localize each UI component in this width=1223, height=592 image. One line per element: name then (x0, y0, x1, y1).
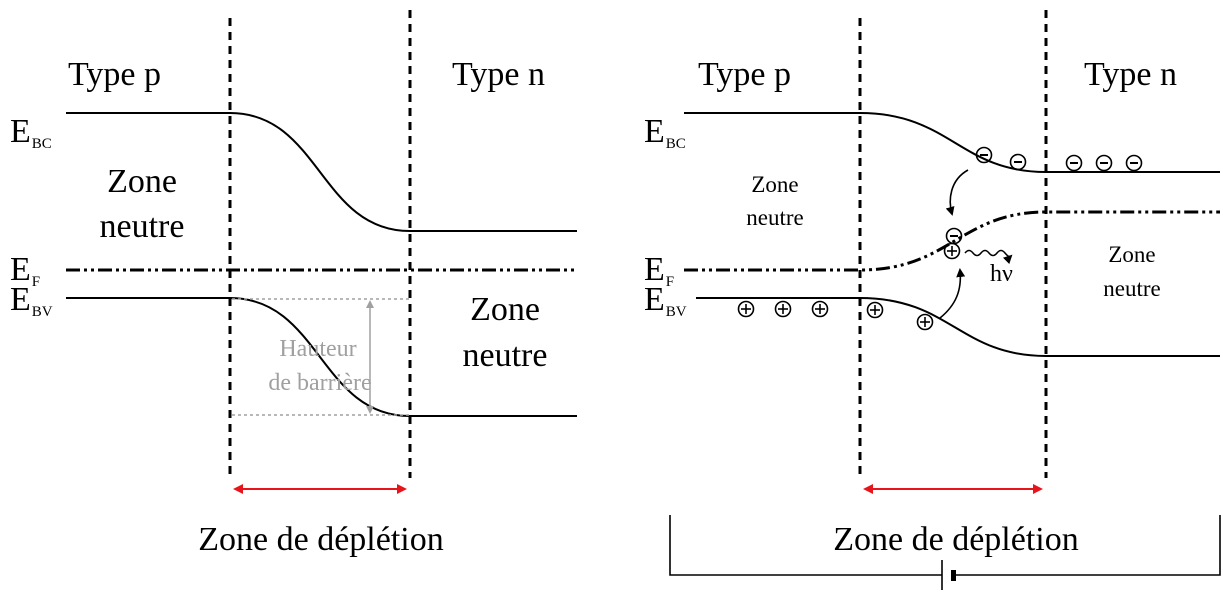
left-valence-band (66, 297, 577, 417)
left-type-p-label: Type p (68, 56, 161, 93)
hole-3 (811, 300, 829, 318)
right-ef-label: EF (644, 251, 674, 290)
electron-5 (1125, 154, 1143, 172)
left-panel: Type p Type n EBC EF EBV Zone neutre Zon… (10, 10, 577, 558)
left-depletion-label: Zone de déplétion (198, 521, 443, 558)
hole-4 (866, 301, 884, 319)
photon-emission-arrow (964, 249, 1013, 265)
right-type-n-label: Type n (1084, 56, 1177, 93)
bias-circuit-wire (669, 515, 1221, 576)
right-zone-neutre-p-line1: Zone (751, 172, 798, 197)
hole-2 (774, 300, 792, 318)
right-zone-neutre-p-line2: neutre (746, 205, 803, 230)
right-type-p-label: Type p (698, 56, 791, 93)
electron-3 (1065, 154, 1083, 172)
hole-transition-arrow (939, 268, 966, 319)
left-zone-neutre-p-line1: Zone (107, 163, 177, 200)
right-ebc-label: EBC (644, 113, 686, 152)
barrier-height-label-line2: de barrière (268, 370, 371, 396)
left-zone-neutre-n-line1: Zone (470, 291, 540, 328)
left-conduction-band (66, 112, 577, 232)
right-valence-band (696, 297, 1220, 357)
right-conduction-band (684, 112, 1220, 173)
right-zone-neutre-n-line1: Zone (1108, 242, 1155, 267)
photon-label: hν (990, 261, 1013, 287)
electron-2 (1009, 153, 1027, 171)
hole-recombining (943, 242, 961, 260)
right-ebv-label: EBV (644, 281, 687, 320)
electron-transition-arrow (945, 169, 969, 216)
hole-5 (916, 313, 934, 331)
electron-4 (1095, 154, 1113, 172)
barrier-height-label-line1: Hauteur (279, 336, 356, 362)
battery-negative-plate (951, 570, 956, 581)
electron-1 (975, 146, 993, 164)
left-ef-label: EF (10, 251, 40, 290)
left-ebv-label: EBV (10, 281, 53, 320)
hole-1 (737, 300, 755, 318)
right-zone-neutre-n-line2: neutre (1103, 276, 1160, 301)
left-type-n-label: Type n (452, 56, 545, 93)
right-panel: Type p Type n EBC EF EBV Zone neutre Zon… (644, 10, 1221, 590)
left-zone-neutre-n-line2: neutre (463, 337, 548, 374)
right-depletion-label: Zone de déplétion (833, 521, 1078, 558)
left-zone-neutre-p-line2: neutre (100, 208, 185, 245)
right-fermi-level (684, 210, 1220, 272)
left-ebc-label: EBC (10, 113, 52, 152)
